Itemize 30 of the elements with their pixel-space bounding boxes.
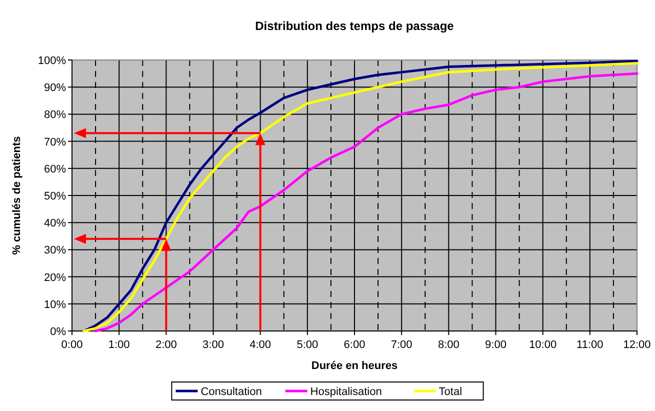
- x-tick-label: 11:00: [576, 339, 604, 351]
- legend-label: Total: [438, 386, 462, 398]
- y-tick-label: 100%: [38, 55, 66, 67]
- y-tick-label: 30%: [44, 244, 66, 257]
- x-tick-label: 10:00: [529, 339, 557, 351]
- y-tick-label: 50%: [44, 190, 66, 202]
- y-tick-label: 20%: [44, 272, 66, 284]
- x-tick-label: 12:00: [623, 339, 651, 351]
- x-tick-label: 1:00: [108, 339, 130, 351]
- x-axis-title: Durée en heures: [311, 360, 398, 372]
- x-tick-label: 3:00: [202, 339, 224, 351]
- y-tick-label: 90%: [44, 82, 66, 94]
- chart-title: Distribution des temps de passage: [255, 19, 454, 33]
- y-tick-label: 10%: [44, 298, 66, 311]
- x-tick-label: 4:00: [250, 339, 272, 351]
- y-axis-title: % cumulés de patients: [11, 136, 23, 255]
- x-tick-label: 6:00: [344, 339, 366, 351]
- legend-label: Consultation: [200, 386, 262, 398]
- y-tick-label: 0%: [50, 326, 66, 338]
- legend-label: Hospitalisation: [310, 386, 382, 398]
- x-tick-label: 2:00: [155, 339, 177, 351]
- x-tick-label: 0:00: [61, 339, 83, 351]
- x-tick-label: 9:00: [485, 339, 506, 351]
- y-tick-label: 40%: [44, 218, 66, 230]
- y-tick-label: 60%: [44, 163, 66, 176]
- y-tick-label: 80%: [44, 109, 66, 122]
- x-tick-label: 8:00: [438, 339, 460, 351]
- x-tick-label: 5:00: [296, 339, 318, 351]
- y-tick-label: 70%: [44, 136, 66, 148]
- x-tick-label: 7:00: [390, 339, 412, 351]
